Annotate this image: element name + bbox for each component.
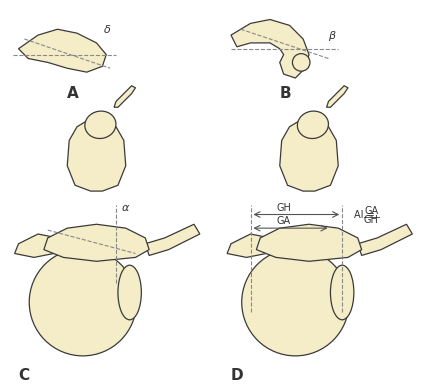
Text: AI =: AI = <box>354 210 374 220</box>
Polygon shape <box>227 234 270 257</box>
Polygon shape <box>231 20 309 78</box>
Text: GH: GH <box>364 215 379 225</box>
Ellipse shape <box>242 249 349 356</box>
Text: A: A <box>67 85 79 101</box>
Text: GA: GA <box>277 216 291 226</box>
Polygon shape <box>280 121 338 191</box>
Ellipse shape <box>118 265 142 320</box>
Polygon shape <box>145 224 200 255</box>
Text: α: α <box>122 202 129 213</box>
Text: GA: GA <box>364 206 378 216</box>
Polygon shape <box>14 234 57 257</box>
Polygon shape <box>358 224 412 255</box>
Polygon shape <box>326 86 348 107</box>
Ellipse shape <box>331 265 354 320</box>
Ellipse shape <box>298 111 329 138</box>
Text: C: C <box>19 368 30 383</box>
Polygon shape <box>67 121 126 191</box>
Polygon shape <box>19 29 106 72</box>
Polygon shape <box>256 224 362 261</box>
Text: D: D <box>231 368 244 383</box>
Text: B: B <box>280 85 292 101</box>
Ellipse shape <box>85 111 116 138</box>
Ellipse shape <box>29 249 136 356</box>
Polygon shape <box>44 224 149 261</box>
Text: β: β <box>329 31 336 41</box>
Polygon shape <box>114 86 136 107</box>
Text: δ: δ <box>104 25 111 35</box>
Circle shape <box>292 53 310 71</box>
Text: GH: GH <box>276 202 291 213</box>
